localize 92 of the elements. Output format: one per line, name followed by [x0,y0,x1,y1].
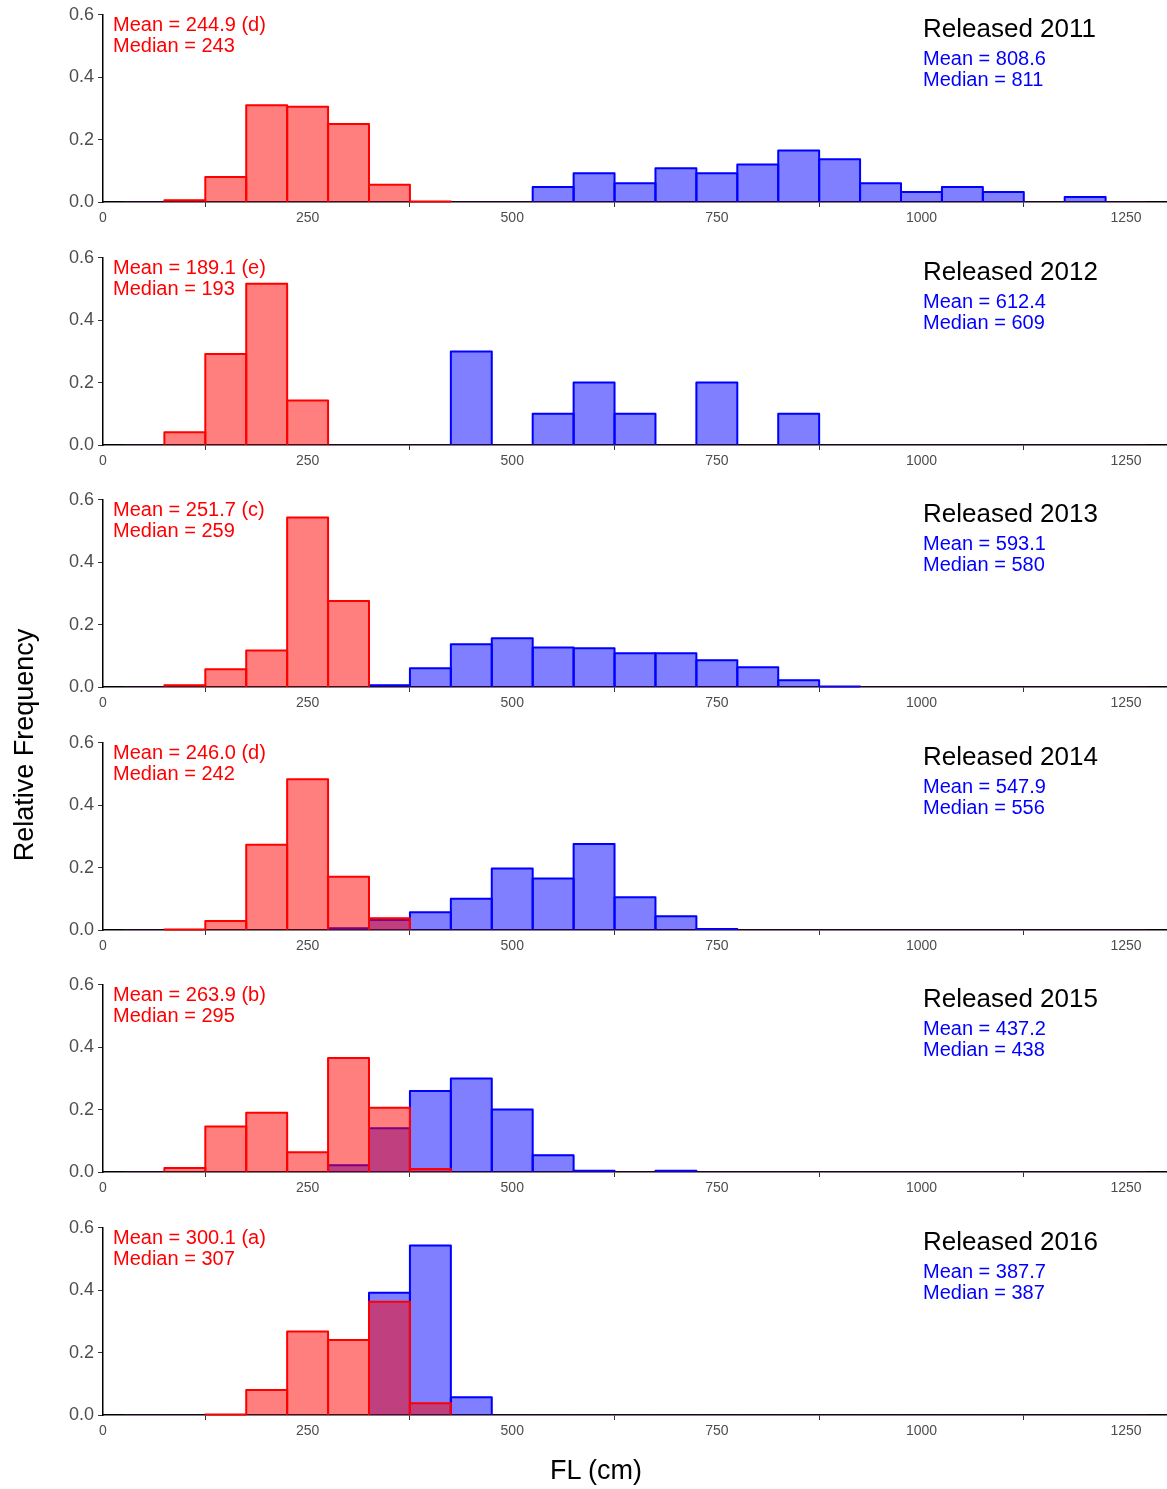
annotation: Median = 811 [923,68,1044,91]
x-tick-label: 750 [705,694,729,711]
annotation: Mean = 263.9 (b) [113,983,266,1006]
annotation: Mean = 593.1 [923,532,1046,555]
annotation: Mean = 612.4 [923,289,1046,312]
y-tick-label: 0.0 [68,433,94,454]
x-tick-label: 1250 [1110,1179,1142,1196]
x-tick-label: 250 [295,209,320,226]
y-tick-label: 0.2 [68,1341,94,1362]
x-tick-label: 0 [99,694,108,711]
x-tick-label: 250 [295,1421,320,1438]
y-tick-label: 0.2 [68,1098,94,1119]
x-tick-label: 1000 [905,936,938,953]
x-tick-label: 750 [705,1179,729,1196]
annotation: Median = 307 [113,1246,235,1269]
annotation: Mean = 189.1 (e) [113,255,266,278]
chart-title: Released 2015 [923,982,1098,1013]
x-tick-label: 750 [705,451,729,468]
y-tick-label: 0.0 [68,1403,94,1424]
annotation: Median = 438 [923,1038,1045,1061]
x-tick-label: 750 [705,936,729,953]
x-tick-label: 1000 [905,1421,938,1438]
annotation: Mean = 246.0 (d) [113,740,266,763]
x-tick-label: 0 [99,1421,108,1438]
x-tick-label: 500 [500,936,525,953]
annotation: Median = 580 [923,553,1045,576]
x-tick-label: 500 [500,1421,525,1438]
annotation: Median = 243 [113,34,235,57]
y-tick-label: 0.2 [68,613,94,634]
x-tick-label: 1250 [1110,209,1142,226]
y-tick-label: 0.4 [68,551,94,572]
x-tick-label: 500 [500,209,525,226]
x-tick-label: 250 [295,936,320,953]
x-tick-label: 500 [500,694,525,711]
annotation: Median = 609 [923,310,1045,333]
y-tick-label: 0.4 [68,1278,94,1299]
y-tick-label: 0.2 [68,128,94,149]
y-tick-label: 0.6 [68,246,94,267]
x-tick-label: 750 [705,1421,729,1438]
chart-title: Released 2012 [923,255,1098,286]
x-tick-label: 1250 [1110,694,1142,711]
y-tick-label: 0.6 [68,488,94,509]
x-tick-label: 1000 [905,209,938,226]
annotation: Median = 295 [113,1004,235,1027]
annotation: Mean = 244.9 (d) [113,13,266,36]
y-tick-label: 0.0 [68,675,94,696]
annotation: Mean = 808.6 [923,47,1046,70]
y-tick-label: 0.6 [68,3,94,24]
x-tick-label: 500 [500,1179,525,1196]
x-tick-label: 1000 [905,451,938,468]
chart-title: Released 2014 [923,740,1098,771]
x-tick-label: 1250 [1110,936,1142,953]
y-tick-label: 0.0 [68,190,94,211]
annotation: Mean = 387.7 [923,1259,1046,1282]
annotation: Mean = 300.1 (a) [113,1225,266,1248]
y-tick-label: 0.6 [68,731,94,752]
x-tick-label: 1250 [1110,1421,1142,1438]
annotation: Median = 259 [113,519,235,542]
y-tick-label: 0.2 [68,371,94,392]
y-tick-label: 0.6 [68,1216,94,1237]
x-tick-label: 250 [295,451,320,468]
annotation: Median = 193 [113,276,235,299]
y-tick-label: 0.4 [68,1036,94,1057]
x-axis-title: FL (cm) [550,1455,642,1486]
chart-title: Released 2016 [923,1225,1098,1256]
y-tick-label: 0.0 [68,1160,94,1181]
x-tick-label: 0 [99,936,108,953]
x-tick-label: 750 [705,209,729,226]
x-tick-label: 500 [500,451,525,468]
x-tick-label: 1250 [1110,451,1142,468]
annotation: Median = 242 [113,761,235,784]
chart-title: Released 2011 [923,12,1096,43]
annotation: Median = 387 [923,1280,1045,1303]
chart-title: Released 2013 [923,497,1098,528]
y-tick-label: 0.2 [68,856,94,877]
annotation: Mean = 547.9 [923,774,1046,797]
x-tick-label: 0 [99,1179,108,1196]
x-tick-label: 250 [295,1179,320,1196]
x-tick-label: 0 [99,209,108,226]
y-tick-label: 0.4 [68,793,94,814]
annotation: Mean = 251.7 (c) [113,498,265,521]
annotation: Median = 556 [923,795,1045,818]
y-tick-label: 0.0 [68,918,94,939]
annotation: Mean = 437.2 [923,1017,1046,1040]
x-tick-label: 1000 [905,694,938,711]
y-tick-label: 0.4 [68,66,94,87]
y-tick-label: 0.6 [68,973,94,994]
x-tick-label: 1000 [905,1179,938,1196]
x-tick-label: 250 [295,694,320,711]
y-axis-title: Relative Frequency [8,628,40,862]
x-tick-label: 0 [99,451,108,468]
y-tick-label: 0.4 [68,308,94,329]
